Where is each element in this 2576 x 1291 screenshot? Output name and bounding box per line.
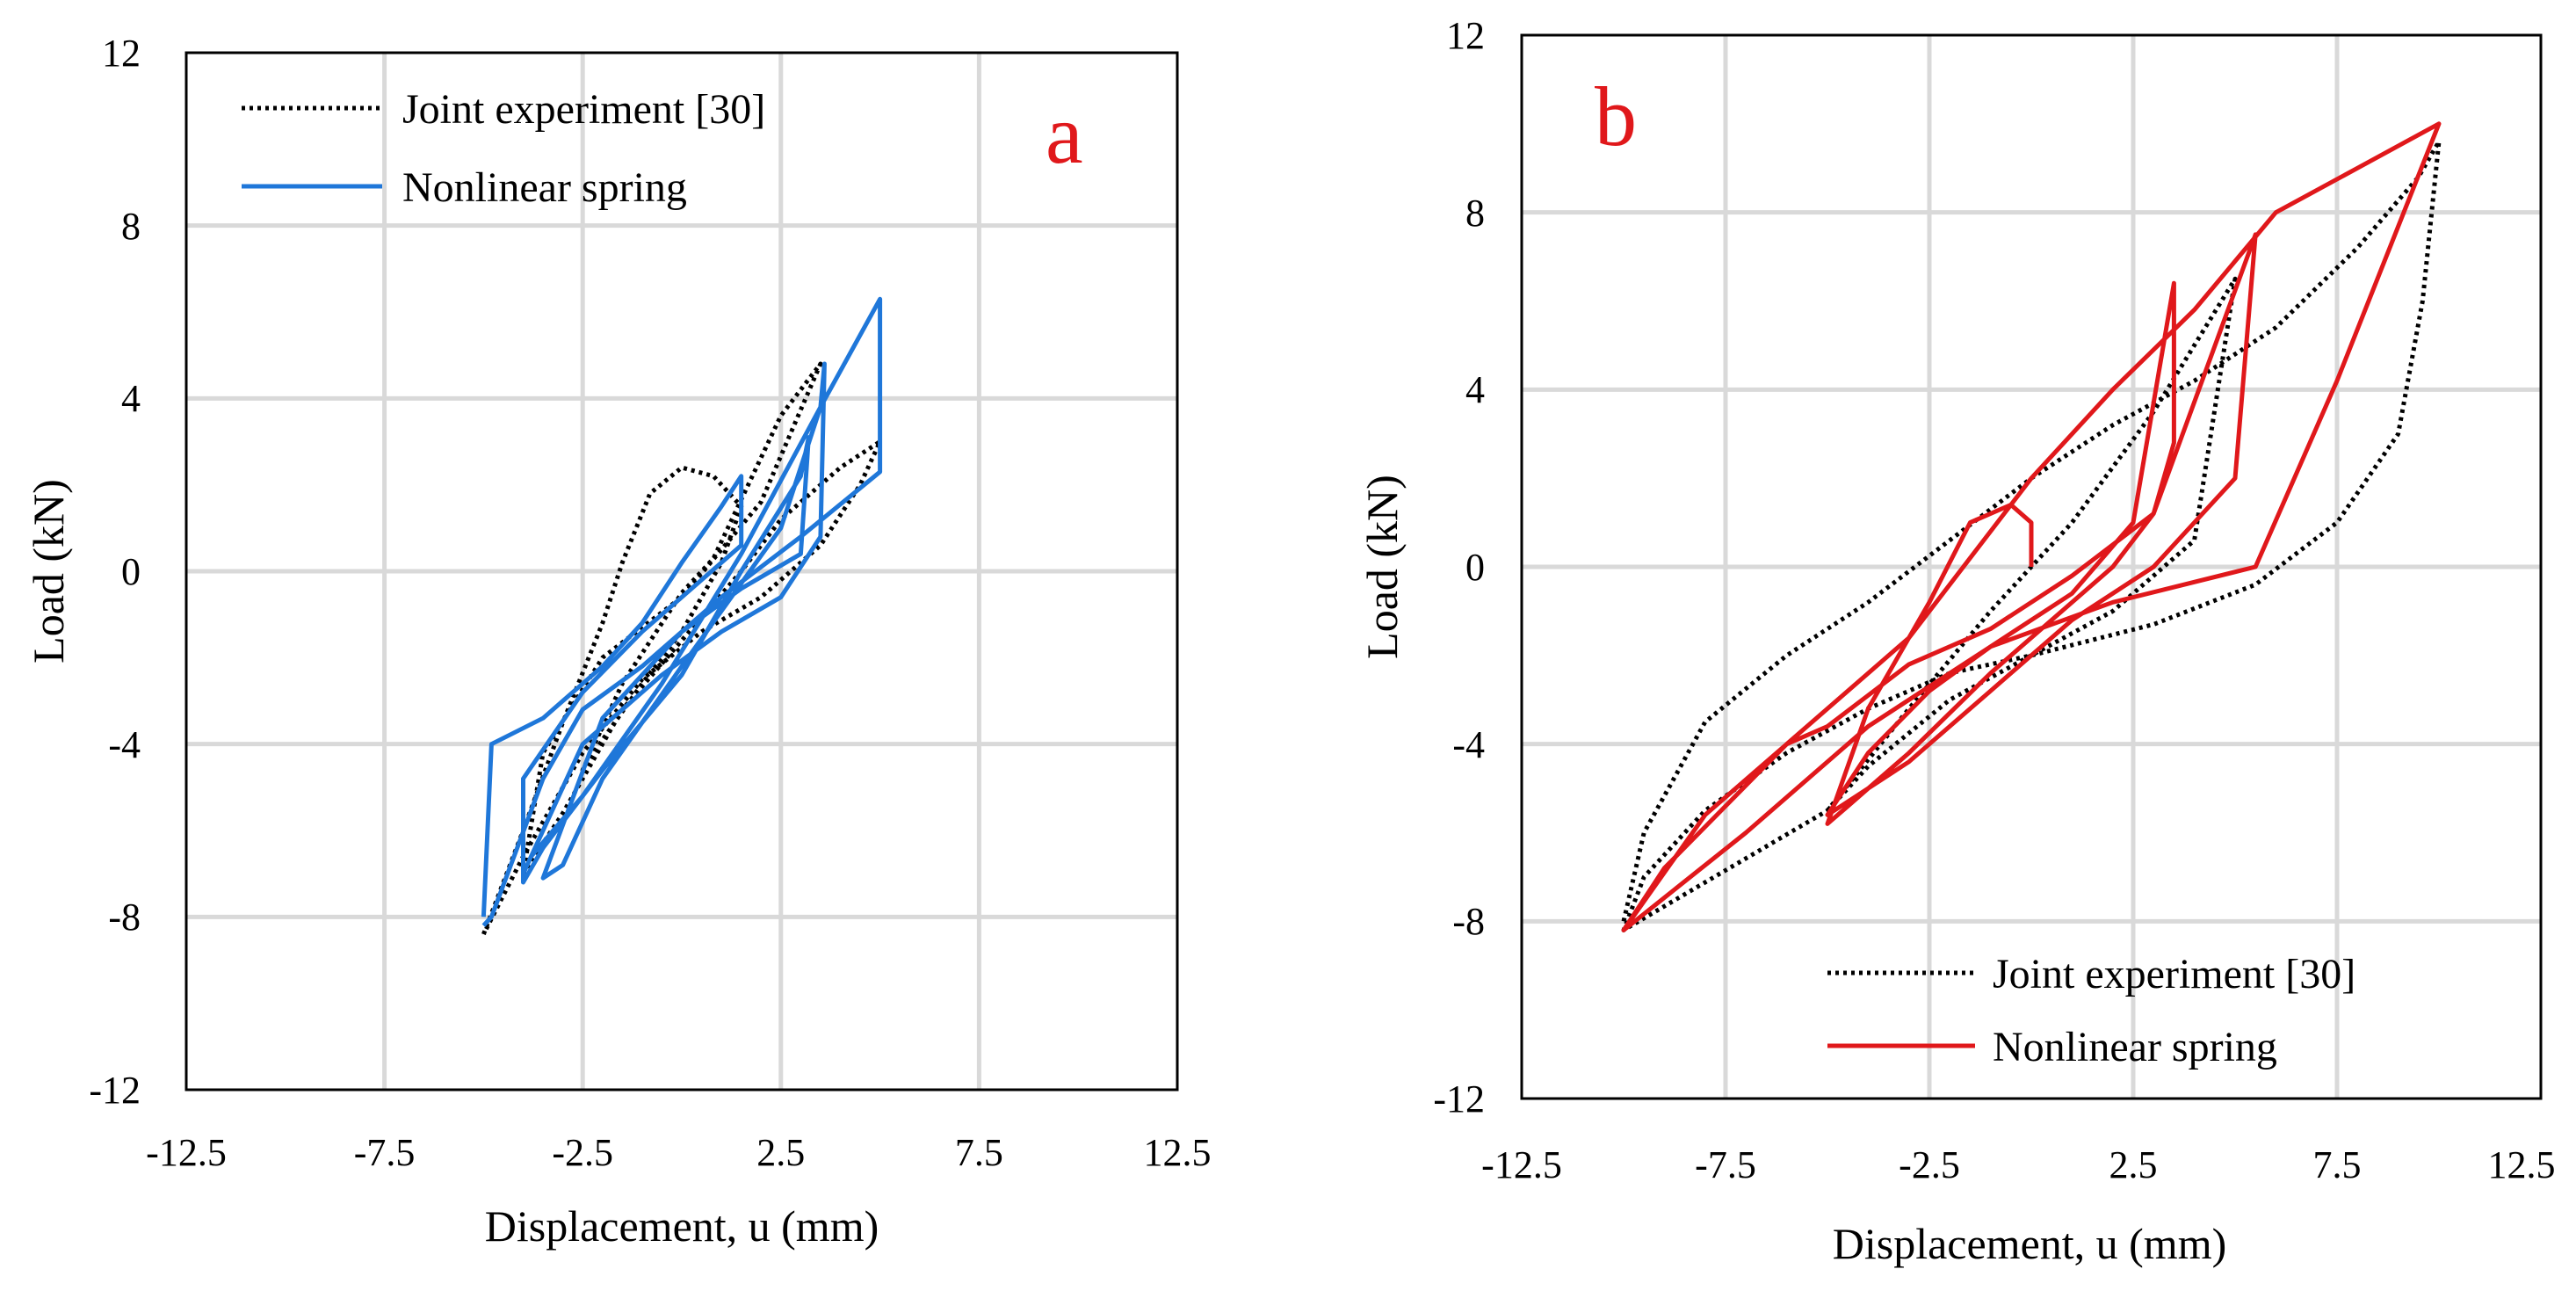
series-line-nonlinear-spring bbox=[1621, 121, 2442, 932]
panel-label-b: b bbox=[1595, 69, 1637, 163]
y-tick-label: 4 bbox=[121, 377, 141, 420]
legend-label-experiment: Joint experiment [30] bbox=[402, 86, 765, 133]
x-tick-label: 2.5 bbox=[756, 1131, 805, 1174]
legend-label-model: Nonlinear spring bbox=[402, 164, 687, 211]
x-tick-label: 2.5 bbox=[2109, 1143, 2158, 1186]
y-tick-label: 8 bbox=[121, 205, 141, 248]
x-tick-label: 7.5 bbox=[2313, 1143, 2362, 1186]
y-axis-title: Load (kN) bbox=[24, 479, 73, 664]
x-tick-label: 12.5 bbox=[1144, 1131, 1212, 1174]
y-tick-label: -12 bbox=[1433, 1077, 1485, 1121]
x-tick-label: -2.5 bbox=[1899, 1143, 1960, 1186]
panel-label-a: a bbox=[1046, 87, 1083, 181]
plot-frame-a bbox=[185, 51, 1179, 1092]
chart-panel-a: 12 8 4 0 -4 -8 -12 -12.5 -7.5 -2.5 2.5 7… bbox=[24, 32, 1212, 1251]
legend-label-experiment: Joint experiment [30] bbox=[1993, 951, 2355, 997]
chart-panel-b: 12 8 4 0 -4 -8 -12 -12.5 -7.5 -2.5 2.5 7… bbox=[1357, 14, 2556, 1268]
legend-label-model: Nonlinear spring bbox=[1993, 1024, 2277, 1070]
x-tick-label: 12.5 bbox=[2488, 1143, 2556, 1186]
series-group-a bbox=[481, 296, 883, 936]
y-tick-label: 12 bbox=[102, 32, 141, 75]
y-tick-label: 12 bbox=[1446, 14, 1485, 57]
x-axis-title: Displacement, u (mm) bbox=[1833, 1219, 2227, 1268]
y-tick-label: -4 bbox=[1452, 723, 1485, 766]
series-line-experiment bbox=[481, 361, 883, 936]
series-group-b bbox=[1621, 121, 2442, 932]
y-tick-label: -4 bbox=[108, 723, 141, 766]
x-tick-label: -7.5 bbox=[1695, 1143, 1756, 1186]
series-line-nonlinear-spring bbox=[481, 296, 883, 927]
gridlines-a bbox=[186, 53, 1177, 1090]
x-tick-label: -12.5 bbox=[1481, 1143, 1562, 1186]
y-tick-label: -12 bbox=[89, 1069, 141, 1112]
y-axis-title: Load (kN) bbox=[1357, 475, 1407, 659]
y-tick-label: -8 bbox=[1452, 900, 1485, 943]
plot-frame-b bbox=[1520, 33, 2543, 1100]
y-tick-label: 0 bbox=[1465, 546, 1485, 589]
x-tick-label: -7.5 bbox=[354, 1131, 416, 1174]
y-tick-label: 4 bbox=[1465, 368, 1485, 411]
x-tick-label: 7.5 bbox=[955, 1131, 1003, 1174]
y-tick-label: 0 bbox=[121, 550, 141, 593]
y-tick-label: -8 bbox=[108, 896, 141, 939]
x-tick-label: -2.5 bbox=[552, 1131, 613, 1174]
x-tick-label: -12.5 bbox=[146, 1131, 227, 1174]
y-tick-label: 8 bbox=[1465, 192, 1485, 235]
gridlines-b bbox=[1522, 35, 2541, 1099]
x-axis-title: Displacement, u (mm) bbox=[485, 1201, 879, 1251]
